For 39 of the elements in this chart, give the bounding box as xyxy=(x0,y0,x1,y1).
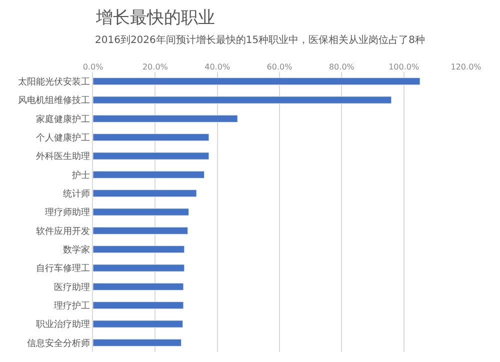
y-tick-label: 信息安全分析师 xyxy=(27,338,90,349)
bar xyxy=(93,78,420,86)
bar xyxy=(93,208,189,216)
bar xyxy=(93,134,210,142)
x-tick-label: 120.0% xyxy=(450,62,482,72)
y-tick-label: 外科医生助理 xyxy=(36,151,90,162)
y-tick-label: 软件应用开发 xyxy=(36,226,90,237)
x-tick-label: 60.0% xyxy=(266,62,293,72)
bar xyxy=(93,320,184,328)
bar xyxy=(93,282,184,290)
bar xyxy=(93,226,188,234)
y-tick-label: 统计师 xyxy=(63,188,90,200)
bar xyxy=(93,96,392,104)
y-tick-label: 理疗护工 xyxy=(54,300,90,312)
y-tick-label: 医疗助理 xyxy=(54,282,90,293)
y-tick-label: 个人健康护工 xyxy=(36,132,90,144)
y-tick-label: 理疗师助理 xyxy=(45,207,90,218)
y-tick-label: 家庭健康护工 xyxy=(36,114,90,125)
bar xyxy=(93,170,205,178)
y-tick-label: 太阳能光伏安装工 xyxy=(18,76,90,88)
x-tick-label: 20.0% xyxy=(142,62,168,72)
x-tick-label: 0.0% xyxy=(82,62,104,72)
bar xyxy=(93,302,184,310)
chart-subtitle: 2016到2026年间预计增长最快的15种职业中，医保相关从业岗位占了8种 xyxy=(95,34,425,46)
bar xyxy=(93,190,197,198)
x-tick-label: 40.0% xyxy=(204,62,230,72)
bar xyxy=(93,152,210,160)
y-tick-label: 数学家 xyxy=(63,244,90,256)
x-tick-label: 100.0% xyxy=(388,62,420,72)
bar xyxy=(93,338,182,346)
y-tick-label: 职业治疗助理 xyxy=(36,319,90,330)
y-tick-label: 护士 xyxy=(71,170,90,181)
bar xyxy=(93,246,185,254)
y-tick-label: 自行车修理工 xyxy=(36,263,90,274)
y-tick-label: 风电机组维修技工 xyxy=(18,95,90,106)
x-tick-label: 80.0% xyxy=(328,62,355,72)
bar xyxy=(93,264,185,272)
chart-title: 增长最快的职业 xyxy=(95,8,215,28)
bar xyxy=(93,114,238,122)
